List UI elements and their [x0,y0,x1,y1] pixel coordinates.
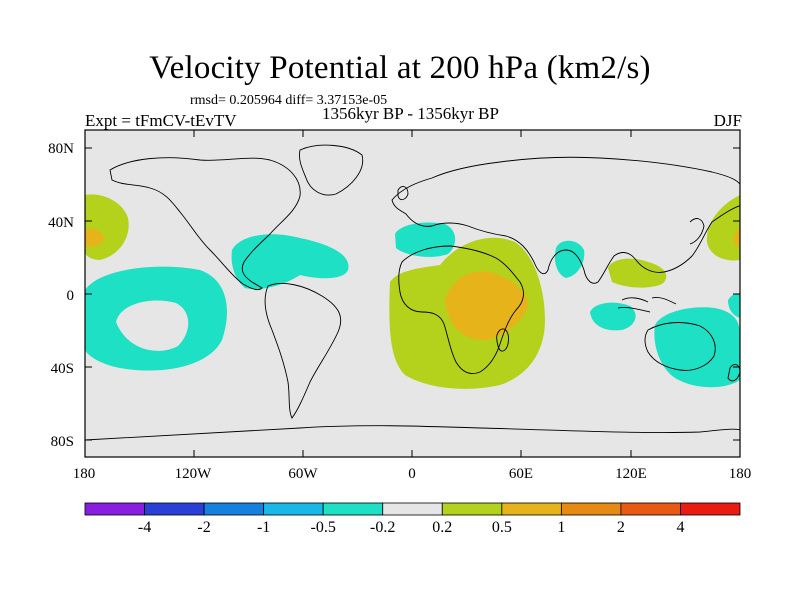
contour-neg-east-pacific [85,266,227,371]
colorbar-label: -1 [256,519,271,536]
coast-australia [644,322,716,371]
coast-indonesia [617,297,677,313]
coast-madagascar [496,328,509,352]
colorbar-box [263,502,324,516]
colorbar-box [203,502,265,516]
colorbar-label: -0.5 [310,519,336,536]
contour-neg-caribbean [231,234,349,290]
colorbar-box [560,502,622,516]
lon-label-180e: 180 [728,466,752,482]
coast-south-america [264,283,342,419]
coast-north-america [109,157,301,291]
lat-label-80s: 80S [50,434,74,450]
contour-mid-dateline-east [733,228,740,247]
chart-title: Velocity Potential at 200 hPa (km2/s) [149,50,651,86]
lon-label-120w: 120W [174,466,212,482]
coast-eurasia [391,156,740,284]
colorbar-label: -2 [197,519,211,536]
colorbar-box [382,502,443,516]
colorbar-box [501,502,562,516]
contour-neg-north-africa [395,222,456,257]
lon-label-60w: 60W [288,466,318,482]
contour-mid-dateline-west [85,228,104,247]
lat-label-0: 0 [66,288,75,304]
lon-label-180w: 180 [72,466,96,482]
coastlines [85,144,740,441]
coast-japan [689,218,705,245]
colorbar-label: 0.2 [432,519,453,536]
coast-africa [398,245,524,374]
experiment-label: Expt = tFmCV-tEvTV [85,111,237,130]
colorbar-label: 4 [676,519,685,536]
colorbar-box [680,502,741,516]
colorbar-label: 1 [557,519,566,536]
colorbar-label: 0.5 [491,519,512,536]
contour-pos-dateline-north-east [706,195,740,261]
axis-ticks [85,130,740,457]
coast-antarctica [85,425,740,441]
colorbar-label: -0.2 [370,519,396,536]
colorbar-label: -4 [137,519,152,536]
colorbar [84,502,741,516]
colorbar-box [84,502,145,516]
coast-uk [397,186,409,201]
period-label: 1356kyr BP - 1356kyr BP [322,104,499,123]
colorbar-box [322,502,384,516]
contour-neg-west-pacific-edge [728,293,740,318]
contour-neg-indian-ocean [590,302,636,331]
lon-label-60e: 60E [508,466,534,482]
season-label: DJF [713,111,742,130]
coast-greenland [299,144,364,196]
contour-mid-east-africa [445,271,528,341]
lat-label-40n: 40N [48,215,74,231]
map-plot-area [85,130,740,457]
lon-label-0: 0 [408,466,416,482]
lat-label-80n: 80N [48,141,74,157]
lat-label-40s: 40S [50,361,74,377]
colorbar-box [441,502,503,516]
colorbar-label: 2 [616,519,625,536]
lon-label-120e: 120E [615,466,647,482]
contour-neg-australia [654,307,740,388]
colorbar-box [620,502,681,516]
stats-label: rmsd= 0.205964 diff= 3.37153e-05 [190,93,388,108]
contour-pos-philippines [608,258,667,288]
colorbar-box [144,502,205,516]
